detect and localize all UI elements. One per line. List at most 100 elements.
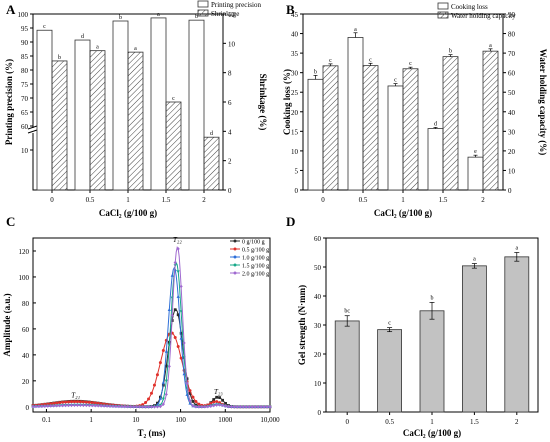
data-point: [52, 401, 56, 405]
legend-marker: [233, 247, 237, 251]
x-axis-label: CaCl₂ (g/100 g): [99, 208, 157, 218]
data-point: [149, 404, 154, 409]
data-point: [218, 403, 222, 407]
peak-annotation: T₂₂: [173, 236, 182, 244]
y-tick-label: 100: [18, 11, 29, 19]
data-point: [161, 349, 165, 353]
y-tick-label: 60: [21, 123, 29, 131]
bar-gel-strength: [504, 256, 530, 413]
panel-b: 0 5 10 15 20 25 30 35 40 45 0 10 20 30 40 50 60 70 80 90 0 b c…: [282, 2, 548, 218]
data-point: [40, 404, 44, 409]
data-point: [223, 404, 228, 408]
data-point: [170, 273, 174, 277]
data-point: [108, 404, 112, 408]
data-point: [96, 403, 100, 408]
x-tick-label: 1.5: [162, 196, 171, 204]
y2-tick-label: 30: [508, 128, 516, 136]
data-point: [188, 398, 192, 403]
data-point: [152, 383, 156, 387]
x-tick-label: 0: [50, 196, 54, 204]
data-point: [262, 405, 266, 409]
y-tick-label: 95: [21, 25, 29, 33]
data-point: [176, 344, 180, 348]
data-point: [155, 402, 160, 406]
x-tick-label: 1.5: [470, 418, 479, 426]
data-point: [55, 403, 59, 408]
data-point: [155, 373, 159, 377]
data-point: [167, 343, 171, 347]
data-point: [93, 403, 97, 408]
data-point: [158, 361, 162, 365]
data-point: [61, 400, 65, 404]
x-axis-label: CaCl₂ (g/100 g): [403, 428, 461, 438]
y2-tick-label: 12: [228, 11, 236, 19]
y-tick-label: 20: [291, 109, 299, 117]
data-point: [221, 403, 225, 408]
x-tick-label: 1: [89, 416, 93, 424]
data-point: [150, 391, 153, 395]
y2-tick-label: 10: [228, 40, 236, 48]
bar-gel-strength: [461, 265, 487, 413]
data-point: [170, 313, 174, 318]
x-tick-label: 0: [345, 418, 349, 426]
x-tick-label: 1: [126, 196, 130, 204]
bar-cooking-loss: [307, 78, 324, 191]
data-point: [185, 381, 189, 386]
data-point: [191, 395, 195, 399]
data-point: [78, 400, 82, 404]
y-tick-label: 20: [314, 351, 322, 359]
significance-letter: c: [409, 61, 412, 67]
data-point: [247, 405, 251, 409]
x-tick-label: 1: [430, 418, 434, 426]
data-point: [31, 404, 35, 409]
data-point: [120, 404, 124, 409]
data-point: [117, 404, 121, 409]
data-point: [218, 396, 222, 400]
data-point: [176, 313, 180, 317]
y2-tick-label: 8: [228, 70, 232, 78]
bar-water-holding: [482, 50, 499, 191]
data-point: [250, 405, 254, 409]
y2-tick-label: 2: [228, 158, 232, 166]
significance-letter: a: [157, 12, 160, 18]
x-tick-label: 1000: [218, 416, 233, 424]
y2-tick-label: 6: [228, 99, 232, 107]
data-point: [212, 403, 216, 408]
legend-label: 1.5 g/100 g: [242, 264, 269, 270]
significance-letter: a: [489, 43, 492, 49]
data-point: [179, 336, 183, 340]
legend-label: Water holding capacity: [451, 12, 516, 20]
plot-frame: [32, 237, 271, 413]
y2-tick-label: 60: [508, 70, 516, 78]
x-tick-label: 1: [401, 196, 405, 204]
y-tick-label: 100: [19, 274, 30, 282]
relaxation-curve-4: [33, 245, 270, 408]
legend-label: 1.0 g/100 g: [242, 256, 269, 262]
y-axis-label: Printing precision (%): [4, 59, 14, 145]
data-point: [212, 398, 216, 401]
data-point: [135, 404, 139, 409]
x-tick-label: 0.5: [359, 196, 368, 204]
relaxation-curve-2: [33, 266, 270, 408]
panel-letter-b: B: [286, 2, 295, 17]
data-point: [66, 403, 71, 408]
data-point: [209, 404, 213, 408]
legend-marker: [233, 255, 237, 259]
data-point: [182, 372, 186, 376]
data-point: [81, 400, 85, 404]
data-point: [152, 404, 157, 409]
y2-tick-label: 40: [508, 109, 516, 117]
legend-swatch-plain: [197, 0, 209, 8]
data-point: [64, 400, 68, 404]
data-point: [182, 341, 186, 345]
legend-label: Printing precision: [211, 1, 261, 9]
data-point: [123, 404, 127, 409]
significance-letter: b: [58, 55, 61, 61]
data-point: [52, 404, 56, 408]
y2-tick-label: 50: [508, 89, 516, 97]
data-point: [138, 404, 142, 409]
legend-label: 0.5 g/100 g: [242, 248, 269, 254]
data-point: [147, 397, 151, 401]
significance-letter: a: [134, 46, 137, 52]
